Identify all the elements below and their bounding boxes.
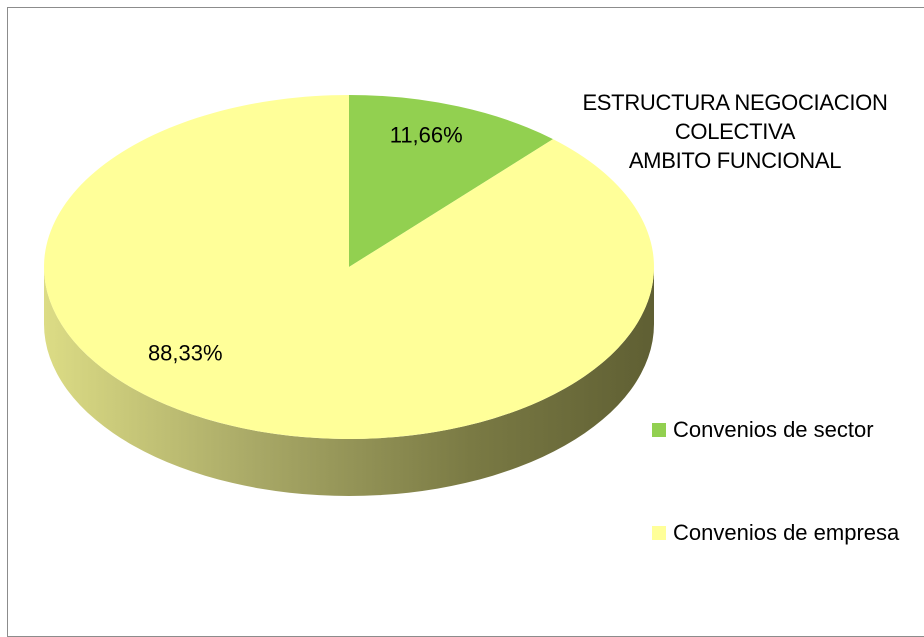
pie-chart: 11,66% 88,33% (44, 95, 654, 496)
data-label-empresa: 88,33% (148, 341, 223, 366)
pie-slice-empresa (44, 95, 654, 439)
pie-side-wall (44, 267, 654, 496)
legend-swatch-sector (652, 423, 666, 437)
pie-slice-sector (349, 95, 554, 267)
legend-label-empresa: Convenios de empresa (673, 520, 900, 545)
chart-title-line-3: AMBITO FUNCIONAL (628, 148, 842, 173)
chart-title-line-2: COLECTIVA (674, 119, 796, 144)
data-label-sector: 11,66% (390, 123, 463, 148)
legend-swatch-empresa (652, 526, 666, 540)
legend-label-sector: Convenios de sector (673, 417, 874, 442)
chart-title: ESTRUCTURA NEGOCIACION COLECTIVA AMBITO … (580, 88, 890, 175)
chart-title-line-1: ESTRUCTURA NEGOCIACION (582, 90, 888, 115)
